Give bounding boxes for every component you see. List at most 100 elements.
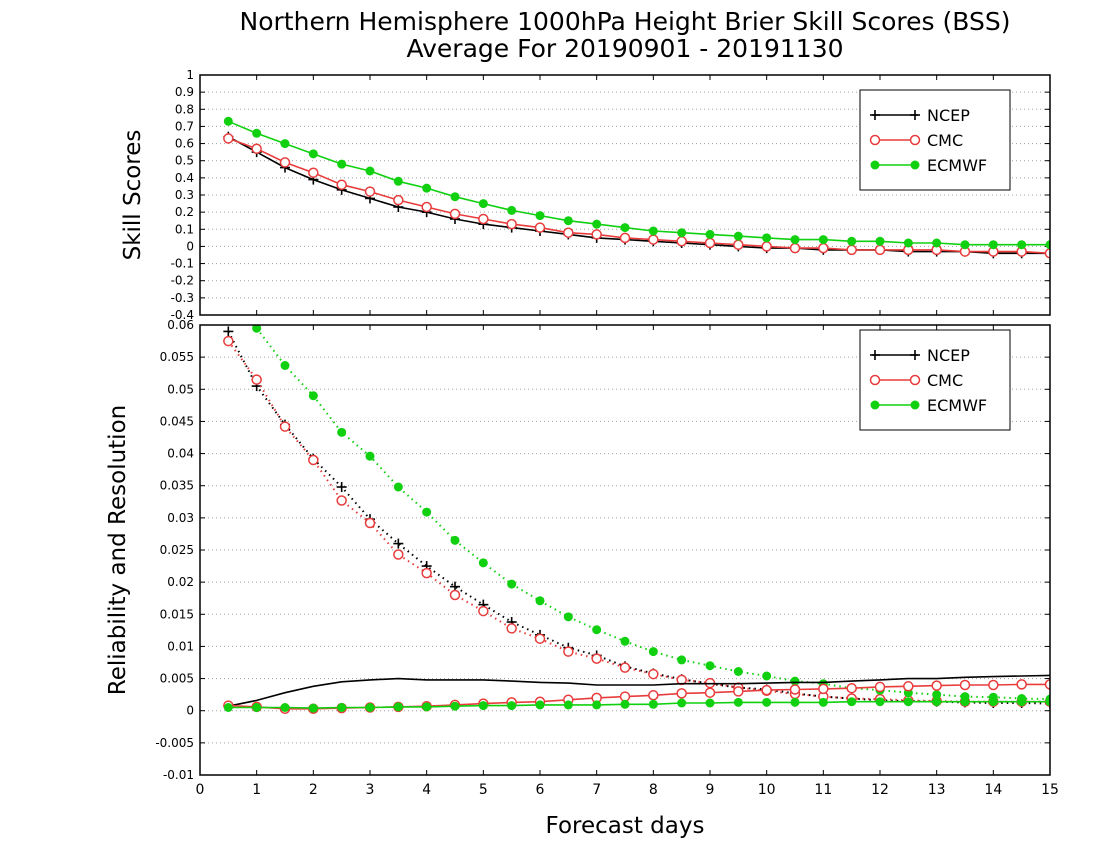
ecmwf-resolution-point [563,612,573,622]
y-tick-label: -0.1 [171,257,194,271]
x-axis: 0 1 2 3 4 5 6 7 8 9 10 11 12 13 14 15 [196,782,1059,798]
cmc-reliability-line [228,683,1050,710]
cmc-point [279,157,291,168]
ecmwf-resolution-point [762,671,772,681]
chart-subtitle: Average For 20190901 - 20191130 [406,34,843,63]
legend-item-ncep: NCEP [870,346,970,365]
ecmwf-point [847,236,857,246]
y-tick-label: -0.01 [163,768,194,782]
x-tick-label: 3 [366,782,375,798]
ecmwf-resolution-point [280,361,290,370]
ecmwf-resolution-point [365,451,375,461]
cmc-resolution-point [336,495,347,506]
y-tick-label: 0.7 [175,119,194,133]
ecmwf-point [393,176,403,186]
cmc-point [563,227,574,238]
ecmwf-resolution-line [251,325,1050,701]
ecmwf-reliability-point [733,697,743,707]
cmc-resolution-point [449,589,461,601]
x-tick-label: 6 [536,782,545,798]
cmc-resolution-point [619,662,631,673]
legend-marker [909,374,921,386]
cmc-reliability-point [818,683,829,695]
plot-frame [199,74,1051,316]
y-tick-label: 0.3 [175,188,194,202]
cmc-reliability-point [733,686,744,697]
ecmwf-reliability-point [677,698,687,708]
y-axis-label: Skill Scores [120,130,146,261]
ecmwf-reliability-point [223,703,233,712]
legend-marker [869,374,881,386]
cmc-reliability-point [761,684,772,696]
cmc-reliability-point [789,684,801,695]
ecmwf-point [960,240,970,250]
y-tick-label: 0 [186,239,194,253]
reliability-resolution-panel: -0.01 -0.005 0 0.005 0.01 0.015 0.02 0.025 0.03 0… [105,298,1051,782]
ecmwf-point [252,128,262,138]
cmc-reliability-point [846,682,857,694]
cmc-point [336,179,347,190]
x-tick-label: 8 [649,782,658,798]
legend-marker [910,110,920,120]
cmc-reliability-point [648,690,659,701]
ecmwf-resolution-point [422,507,432,517]
y-tick-label: -0.4 [171,308,194,322]
cmc-point [648,234,659,245]
y-tick-label: 0.03 [167,511,194,525]
cmc-reliability-point [1044,679,1050,690]
y-tick-label: 0.005 [160,672,194,686]
ncep-reliability-line [228,674,1050,707]
y-tick-label: 0.8 [175,102,194,116]
cmc-reliability-point [1016,679,1027,690]
ecmwf-reliability-point [252,703,262,712]
ecmwf-reliability-point [592,700,602,710]
ecmwf-reliability-point [705,698,715,708]
y-tick-label: 0.04 [167,447,194,461]
cmc-point [619,232,631,244]
x-tick-label: 15 [1041,782,1059,798]
y-tick-label: 0.045 [160,414,194,428]
ecmwf-resolution-point [535,596,545,606]
legend: NCEP CMC ECMWF [859,329,1011,431]
cmc-point [704,237,716,249]
x-tick-label: 12 [871,782,889,798]
ecmwf-resolution-point [592,625,602,635]
ecmwf-point [280,139,290,149]
ecmwf-reliability-point [875,697,885,707]
ncep-resolution-point [393,538,404,549]
cmc-reliability-point [931,680,942,691]
ecmwf-line [227,120,1050,246]
legend-label: ECMWF [927,156,987,175]
cmc-resolution-point [251,374,262,385]
ecmwf-point [563,216,573,226]
legend: NCEP CMC ECMWF [859,89,1011,191]
ecmwf-reliability-line [228,700,1050,709]
ecmwf-point [903,238,913,248]
cmc-resolution-point [279,421,291,432]
legend-marker [870,400,880,410]
chart-title: Northern Hemisphere 1000hPa Height Brier… [240,7,1011,36]
cmc-point [506,218,517,230]
cmc-resolution-point [223,335,234,347]
y-tick-label: 0.06 [167,318,194,332]
x-tick-label: 9 [706,782,715,798]
cmc-resolution-point [591,653,602,664]
ecmwf-reliability-point [507,701,517,711]
legend-item-ecmwf: ECMWF [870,156,987,175]
ecmwf-resolution-point [932,690,942,700]
y-tick-label: 0.035 [160,479,194,493]
legend-marker [870,110,880,120]
ecmwf-reliability-point [308,703,318,713]
legend-item-ncep: NCEP [870,106,970,125]
cmc-point [478,213,489,225]
ecmwf-point [308,149,318,159]
legend-marker [870,350,880,360]
cmc-point [733,239,744,250]
y-tick-label: 0.015 [160,607,194,621]
cmc-reliability-point [903,681,914,692]
ecmwf-point [478,199,488,209]
cmc-reliability-point [959,679,971,691]
ecmwf-resolution-point [733,667,743,676]
ecmwf-resolution-point [224,298,233,307]
